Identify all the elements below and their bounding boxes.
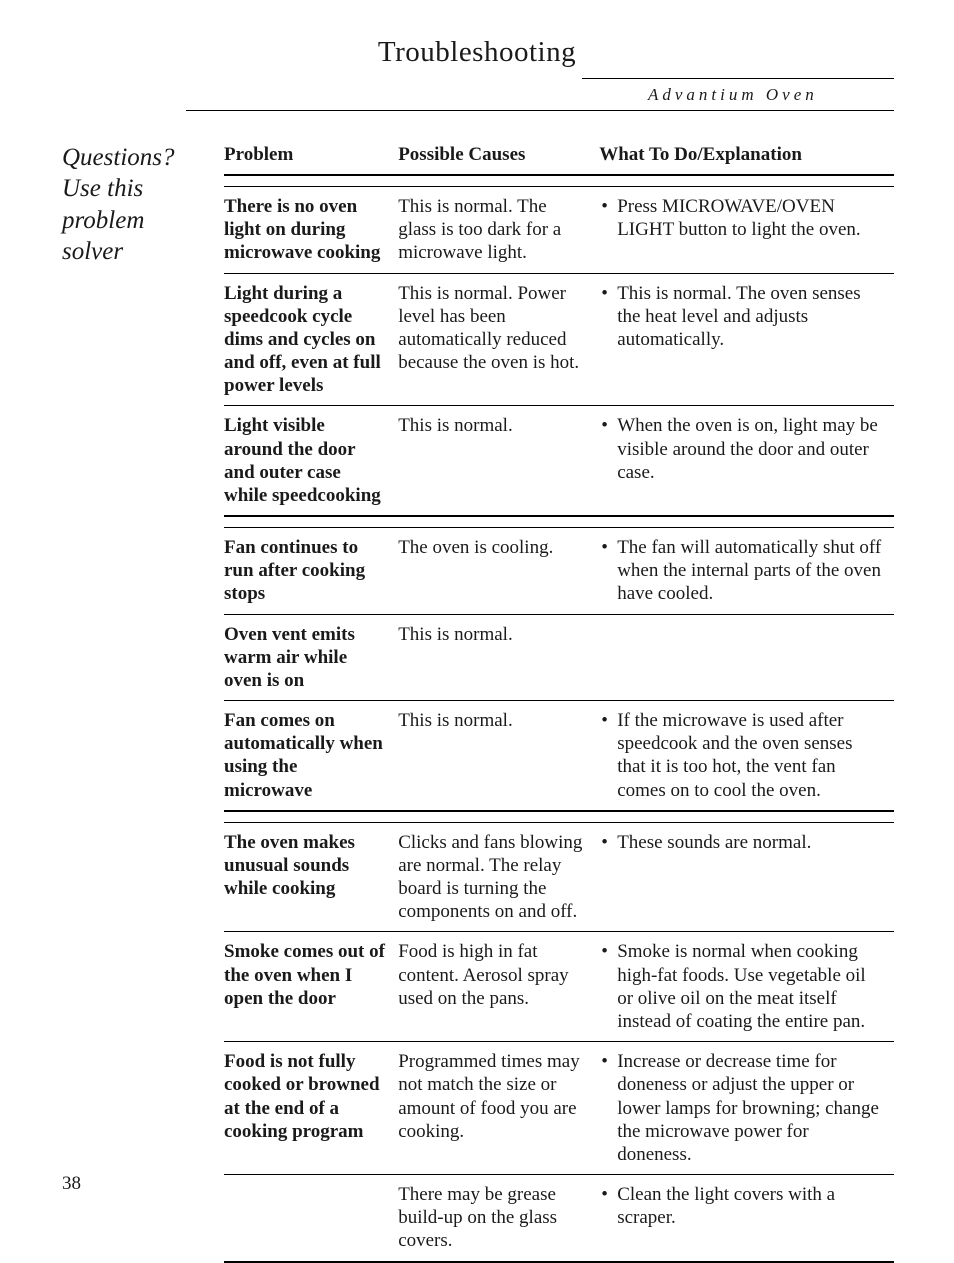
fix-item: Smoke is normal when cooking high-fat fo…	[615, 940, 884, 1033]
page-number: 38	[62, 1173, 81, 1195]
cause-cell: The oven is cooling.	[398, 528, 599, 614]
troubleshooting-table: Problem Possible Causes What To Do/Expla…	[224, 134, 894, 1263]
problem-cell	[224, 1175, 398, 1261]
table-row: Light during a speedcook cycle dims and …	[224, 274, 894, 406]
problem-cell: Fan continues to run after cooking stops	[224, 528, 398, 614]
problem-cell: Smoke comes out of the oven when I open …	[224, 932, 398, 1041]
side-heading: Questions? Use this problem solver	[62, 142, 202, 267]
table-row: The oven makes unusual sounds while cook…	[224, 823, 894, 932]
product-subtitle: Advantium Oven	[582, 85, 894, 105]
fix-item: Increase or decrease time for doneness o…	[615, 1050, 884, 1166]
cause-cell: Food is high in fat content. Aerosol spr…	[398, 932, 599, 1041]
table-row: Oven vent emits warm air while oven is o…	[224, 615, 894, 701]
page-title: Troubleshooting	[0, 36, 954, 69]
fix-cell: Smoke is normal when cooking high-fat fo…	[599, 932, 894, 1041]
table-row: Food is not fully cooked or browned at t…	[224, 1042, 894, 1174]
fix-cell: Clean the light covers with a scraper.	[599, 1175, 894, 1261]
fix-item: When the oven is on, light may be visibl…	[615, 414, 884, 484]
troubleshooting-table-wrap: Problem Possible Causes What To Do/Expla…	[224, 134, 894, 1263]
cause-cell: This is normal. The glass is too dark fo…	[398, 187, 599, 273]
table-row: There may be grease build-up on the glas…	[224, 1175, 894, 1261]
problem-cell: The oven makes unusual sounds while cook…	[224, 823, 398, 932]
problem-cell: Fan comes on automatically when using th…	[224, 701, 398, 810]
subtitle-block: Advantium Oven	[582, 78, 894, 105]
cause-cell: This is normal. Power level has been aut…	[398, 274, 599, 406]
problem-cell: Light during a speedcook cycle dims and …	[224, 274, 398, 406]
fix-item: The fan will automatically shut off when…	[615, 536, 884, 606]
fix-item: These sounds are normal.	[615, 831, 884, 854]
fix-cell: Increase or decrease time for doneness o…	[599, 1042, 894, 1174]
problem-cell: Food is not fully cooked or browned at t…	[224, 1042, 398, 1174]
fix-item: If the microwave is used after speedcook…	[615, 709, 884, 802]
fix-cell: If the microwave is used after speedcook…	[599, 701, 894, 810]
cause-cell: Clicks and fans blowing are normal. The …	[398, 823, 599, 932]
table-row: Fan continues to run after cooking stops…	[224, 528, 894, 614]
problem-cell: There is no oven light on during microwa…	[224, 187, 398, 273]
cause-cell: This is normal.	[398, 615, 599, 701]
fix-cell: This is normal. The oven senses the heat…	[599, 274, 894, 406]
fix-cell: These sounds are normal.	[599, 823, 894, 932]
fix-item: Press MICROWAVE/OVEN LIGHT button to lig…	[615, 195, 884, 241]
fix-cell: The fan will automatically shut off when…	[599, 528, 894, 614]
fix-cell	[599, 615, 894, 701]
fix-item: Clean the light covers with a scraper.	[615, 1183, 884, 1229]
table-row: There is no oven light on during microwa…	[224, 187, 894, 273]
cause-cell: Programmed times may not match the size …	[398, 1042, 599, 1174]
cause-cell: There may be grease build-up on the glas…	[398, 1175, 599, 1261]
problem-cell: Light visible around the door and outer …	[224, 406, 398, 515]
col-header-causes: Possible Causes	[398, 134, 599, 174]
cause-cell: This is normal.	[398, 406, 599, 515]
table-row: Smoke comes out of the oven when I open …	[224, 932, 894, 1041]
problem-cell: Oven vent emits warm air while oven is o…	[224, 615, 398, 701]
fix-item: This is normal. The oven senses the heat…	[615, 282, 884, 352]
col-header-problem: Problem	[224, 134, 398, 174]
fix-cell: When the oven is on, light may be visibl…	[599, 406, 894, 515]
col-header-fix: What To Do/Explanation	[599, 134, 894, 174]
header-rule	[186, 110, 894, 111]
fix-cell: Press MICROWAVE/OVEN LIGHT button to lig…	[599, 187, 894, 273]
table-row: Light visible around the door and outer …	[224, 406, 894, 515]
cause-cell: This is normal.	[398, 701, 599, 810]
table-row: Fan comes on automatically when using th…	[224, 701, 894, 810]
